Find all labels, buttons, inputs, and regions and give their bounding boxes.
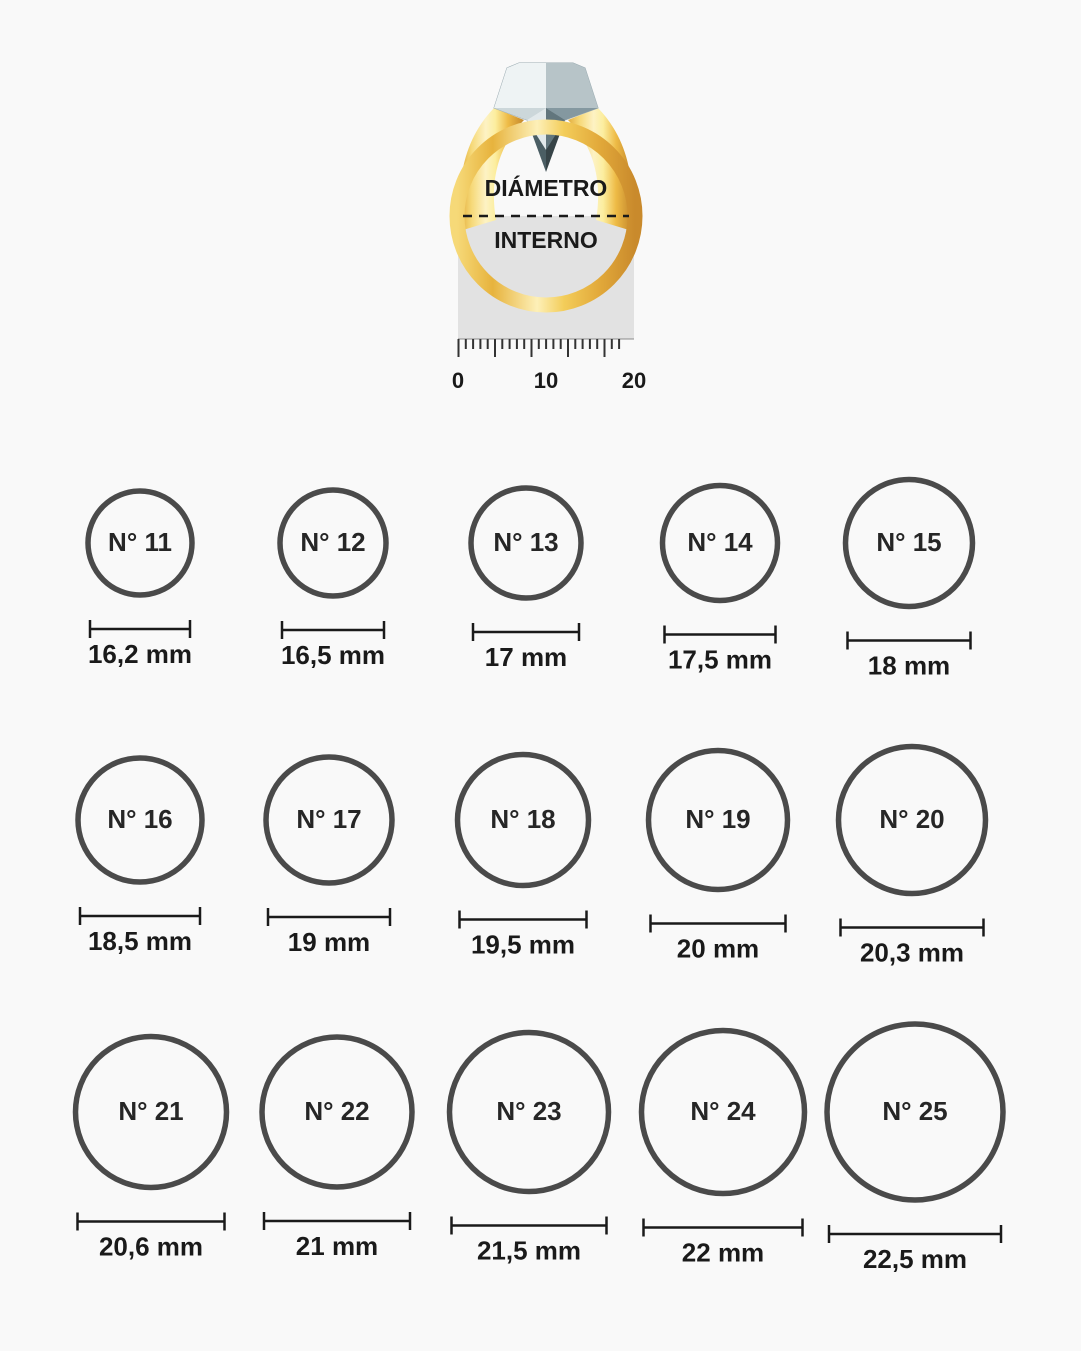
- svg-text:18 mm: 18 mm: [868, 651, 950, 681]
- svg-text:16,5 mm: 16,5 mm: [281, 640, 385, 670]
- svg-text:16,2 mm: 16,2 mm: [88, 639, 192, 669]
- svg-text:20: 20: [622, 368, 646, 393]
- svg-text:22,5 mm: 22,5 mm: [863, 1244, 967, 1274]
- svg-text:0: 0: [452, 368, 464, 393]
- svg-text:N° 25: N° 25: [882, 1096, 947, 1126]
- svg-text:21,5 mm: 21,5 mm: [477, 1236, 581, 1266]
- svg-text:20,3 mm: 20,3 mm: [860, 938, 964, 968]
- svg-text:N° 12: N° 12: [300, 527, 365, 557]
- svg-text:N° 20: N° 20: [879, 804, 944, 834]
- svg-text:18,5 mm: 18,5 mm: [88, 926, 192, 956]
- svg-text:N° 14: N° 14: [687, 527, 753, 557]
- svg-text:N° 24: N° 24: [690, 1096, 756, 1126]
- svg-text:N° 13: N° 13: [493, 527, 558, 557]
- svg-text:20,6 mm: 20,6 mm: [99, 1232, 203, 1262]
- svg-text:21 mm: 21 mm: [296, 1231, 378, 1261]
- svg-text:10: 10: [534, 368, 558, 393]
- svg-text:17 mm: 17 mm: [485, 642, 567, 672]
- svg-text:19 mm: 19 mm: [288, 927, 370, 957]
- svg-text:N° 21: N° 21: [118, 1096, 183, 1126]
- svg-text:N° 17: N° 17: [296, 804, 361, 834]
- svg-text:N° 23: N° 23: [496, 1096, 561, 1126]
- svg-text:22 mm: 22 mm: [682, 1238, 764, 1268]
- svg-text:19,5 mm: 19,5 mm: [471, 930, 575, 960]
- svg-text:N° 16: N° 16: [107, 804, 172, 834]
- svg-text:17,5 mm: 17,5 mm: [668, 645, 772, 675]
- svg-text:20 mm: 20 mm: [677, 934, 759, 964]
- svg-text:N° 18: N° 18: [490, 804, 555, 834]
- svg-text:N° 22: N° 22: [304, 1096, 369, 1126]
- svg-text:N° 15: N° 15: [876, 527, 941, 557]
- svg-text:N° 19: N° 19: [685, 804, 750, 834]
- svg-text:N° 11: N° 11: [108, 527, 172, 557]
- svg-text:INTERNO: INTERNO: [494, 227, 598, 253]
- svg-text:DIÁMETRO: DIÁMETRO: [485, 174, 608, 201]
